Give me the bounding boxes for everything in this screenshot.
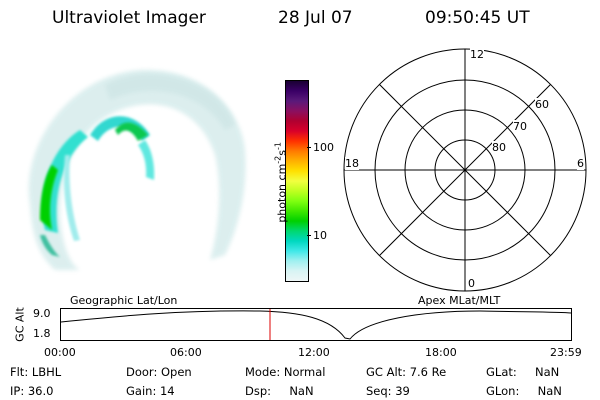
mlt-label-18: 18 [345, 157, 359, 170]
timeline-y-axis-label: GC Alt [13, 307, 27, 342]
timeline-x-tick-1800: 18:00 [425, 346, 457, 359]
instrument-title: Ultraviolet Imager [52, 8, 206, 28]
timeline-x-tick-0000: 00:00 [44, 346, 76, 359]
image-time: 09:50:45 UT [425, 8, 530, 28]
timeline-x-tick-1200: 12:00 [298, 346, 330, 359]
timeline-x-tick-2359: 23:59 [550, 346, 582, 359]
timeline-plot [60, 308, 572, 341]
seq-info: Seq: 39 [366, 384, 410, 398]
filter-info: Flt: LBHL [10, 365, 62, 379]
lat-label-70: 70 [513, 120, 527, 133]
auroral-haze [28, 69, 246, 270]
mlt-label-12: 12 [470, 48, 484, 61]
timeline-frame [60, 308, 572, 341]
ip-info: IP: 36.0 [10, 384, 54, 398]
glon-info: GLon: NaN [486, 384, 562, 398]
dsp-info: Dsp: NaN [245, 384, 314, 398]
mode-info: Mode: Normal [245, 365, 326, 379]
gc-alt-info: GC Alt: 7.6 Re [366, 365, 447, 379]
timeline-y-tick-1-8: 1.8 [33, 327, 51, 340]
timeline-x-tick-0600: 06:00 [170, 346, 202, 359]
auroral-oval [40, 116, 155, 257]
door-info: Door: Open [126, 365, 192, 379]
colorbar-ticks [307, 120, 341, 236]
colorbar-tick-10: 10 [313, 229, 327, 242]
mlt-label-0: 0 [468, 277, 475, 290]
polar-mlt-plot [343, 48, 587, 292]
gain-info: Gain: 14 [126, 384, 175, 398]
lat-label-80: 80 [492, 141, 506, 154]
mlt-label-6: 6 [577, 157, 584, 170]
auroral-image [28, 69, 246, 270]
colorbar-tick-100: 100 [313, 141, 334, 154]
timeline-left-title: Geographic Lat/Lon [70, 294, 178, 307]
orbit-altitude-curve [60, 310, 572, 340]
timeline-y-tick-9: 9.0 [33, 307, 51, 320]
color-scale-bar [285, 80, 309, 282]
colorbar-units-label: photon cm-2s-1 [273, 142, 289, 223]
lat-label-60: 60 [535, 98, 549, 111]
image-date: 28 Jul 07 [278, 8, 353, 28]
diagonal-2 [379, 84, 551, 256]
timeline-right-title: Apex MLat/MLT [418, 294, 501, 307]
glat-info: GLat: NaN [486, 365, 560, 379]
